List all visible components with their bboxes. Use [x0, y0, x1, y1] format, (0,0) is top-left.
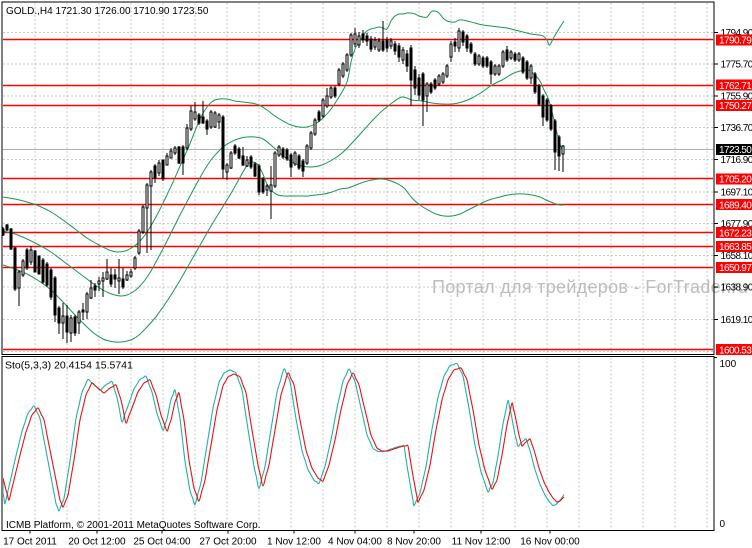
svg-text:1775.70: 1775.70 — [721, 59, 752, 70]
svg-text:1658.10: 1658.10 — [721, 251, 752, 262]
svg-text:1650.97: 1650.97 — [719, 263, 752, 274]
svg-text:1600.53: 1600.53 — [719, 345, 752, 356]
svg-text:1677.90: 1677.90 — [721, 219, 752, 230]
svg-text:GOLD.,H4 1721.30 1726.00 1710: GOLD.,H4 1721.30 1726.00 1710.90 1723.50 — [6, 6, 209, 17]
svg-text:1663.85: 1663.85 — [719, 242, 752, 253]
svg-text:1736.70: 1736.70 — [721, 123, 752, 134]
svg-text:8 Nov 20:00: 8 Nov 20:00 — [387, 537, 441, 548]
svg-text:25 Oct 04:00: 25 Oct 04:00 — [133, 537, 191, 548]
svg-text:1 Nov 12:00: 1 Nov 12:00 — [267, 537, 321, 548]
svg-text:1723.50: 1723.50 — [719, 145, 752, 156]
svg-text:1755.90: 1755.90 — [721, 92, 752, 103]
svg-text:4 Nov 04:00: 4 Nov 04:00 — [328, 537, 382, 548]
svg-text:1638.90: 1638.90 — [721, 283, 752, 294]
svg-text:1705.20: 1705.20 — [719, 175, 752, 186]
svg-text:1794.90: 1794.90 — [721, 28, 752, 39]
svg-text:100: 100 — [720, 359, 737, 370]
svg-text:1672.23: 1672.23 — [719, 228, 752, 239]
svg-text:1750.27: 1750.27 — [719, 101, 752, 112]
svg-text:20 Oct 12:00: 20 Oct 12:00 — [68, 537, 126, 548]
svg-text:Sto(5,3,3) 20.4154 15.5741: Sto(5,3,3) 20.4154 15.5741 — [5, 360, 133, 372]
svg-text:ICMB Platform, © 2001-2011 Met: ICMB Platform, © 2001-2011 MetaQuotes So… — [6, 520, 261, 531]
svg-text:0: 0 — [720, 519, 726, 530]
svg-text:1716.90: 1716.90 — [721, 155, 752, 166]
svg-text:27 Oct 20:00: 27 Oct 20:00 — [199, 537, 257, 548]
svg-text:1697.10: 1697.10 — [721, 188, 752, 199]
svg-text:1762.71: 1762.71 — [719, 81, 752, 92]
svg-text:1790.79: 1790.79 — [719, 36, 752, 47]
svg-text:16 Nov 00:00: 16 Nov 00:00 — [520, 537, 580, 548]
svg-text:Портал для трейдеров - ForTrad: Портал для трейдеров - ForTrader.ru — [432, 277, 748, 297]
svg-text:11 Nov 12:00: 11 Nov 12:00 — [452, 537, 511, 548]
svg-text:17 Oct 2011: 17 Oct 2011 — [3, 537, 57, 548]
svg-text:1689.40: 1689.40 — [719, 200, 752, 211]
svg-text:1619.10: 1619.10 — [721, 315, 752, 326]
